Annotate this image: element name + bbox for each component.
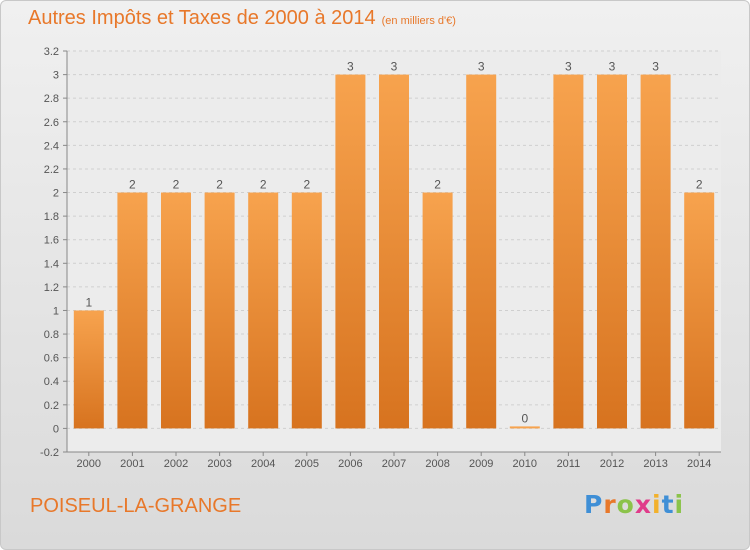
data-label: 2	[696, 178, 703, 192]
data-label: 3	[609, 60, 616, 74]
bar	[73, 310, 104, 429]
y-tick-label: 0.2	[44, 400, 59, 412]
x-tick-label: 2007	[382, 458, 406, 470]
y-tick-label: 1.8	[44, 211, 59, 223]
data-label: 2	[216, 178, 223, 192]
y-tick-label: 1.6	[44, 235, 59, 247]
x-tick-label: 2012	[600, 458, 624, 470]
y-tick-label: -0.2	[40, 447, 59, 459]
logo-letter: i	[652, 490, 662, 519]
bar	[291, 192, 322, 429]
y-tick-label: 2.4	[44, 140, 59, 152]
x-tick-label: 2000	[77, 458, 101, 470]
y-tick-label: 3.2	[44, 46, 59, 58]
logo-letter: o	[616, 490, 635, 519]
data-label: 2	[129, 178, 136, 192]
data-label: 2	[434, 178, 441, 192]
y-tick-label: 2.8	[44, 93, 59, 105]
bar	[117, 192, 148, 429]
chart-title: Autres Impôts et Taxes de 2000 à 2014 (en…	[28, 7, 456, 30]
data-label: 3	[565, 60, 572, 74]
y-tick-label: 0.6	[44, 353, 59, 365]
bar	[466, 74, 497, 429]
x-tick-label: 2006	[338, 458, 362, 470]
y-tick-label: 3	[53, 70, 59, 82]
y-tick-label: 1	[53, 305, 59, 317]
logo-letter: t	[661, 490, 675, 519]
x-tick-label: 2004	[251, 458, 275, 470]
x-tick-label: 2011	[557, 458, 581, 470]
x-tick-label: 2008	[425, 458, 449, 470]
y-tick-label: 2.6	[44, 117, 59, 129]
chart-unit: (en milliers d'€)	[381, 15, 456, 27]
bar	[684, 192, 715, 429]
data-label: 1	[85, 295, 92, 309]
city-name: POISEUL-LA-GRANGE	[30, 495, 242, 517]
y-tick-label: 1.2	[44, 282, 59, 294]
bar	[553, 74, 584, 429]
proxiti-logo: Proxiti	[584, 490, 684, 519]
x-tick-label: 2010	[513, 458, 537, 470]
data-label: 2	[303, 178, 310, 192]
x-tick-label: 2009	[469, 458, 493, 470]
logo-letter: r	[603, 490, 617, 519]
data-label: 2	[260, 178, 267, 192]
y-tick-label: 2	[53, 188, 59, 200]
y-tick-label: 0	[53, 423, 59, 435]
data-label: 3	[347, 60, 354, 74]
data-label: 0	[521, 411, 528, 425]
x-tick-label: 2003	[207, 458, 231, 470]
logo-letter: i	[674, 490, 685, 519]
bar	[640, 74, 671, 429]
y-tick-label: 2.2	[44, 164, 59, 176]
bar	[422, 192, 453, 429]
logo-letter: P	[584, 490, 604, 519]
bar	[597, 74, 627, 429]
y-tick-label: 0.8	[44, 329, 59, 341]
y-tick-label: 1.4	[44, 258, 59, 270]
data-label: 3	[652, 60, 659, 74]
data-label: 3	[478, 60, 485, 74]
bar	[379, 74, 409, 429]
x-tick-label: 2014	[687, 458, 711, 470]
data-label: 2	[173, 178, 180, 192]
bar	[204, 192, 235, 429]
bar	[335, 74, 366, 429]
x-tick-label: 2002	[164, 458, 188, 470]
bar	[248, 192, 279, 429]
x-tick-label: 2001	[120, 458, 144, 470]
x-tick-label: 2005	[295, 458, 319, 470]
y-tick-label: 0.4	[44, 376, 59, 388]
chart-title-text: Autres Impôts et Taxes de 2000 à 2014	[28, 7, 376, 29]
bar	[161, 192, 191, 429]
bar	[509, 426, 540, 429]
data-label: 3	[391, 60, 398, 74]
logo-letter: x	[634, 490, 652, 519]
x-tick-label: 2013	[643, 458, 667, 470]
